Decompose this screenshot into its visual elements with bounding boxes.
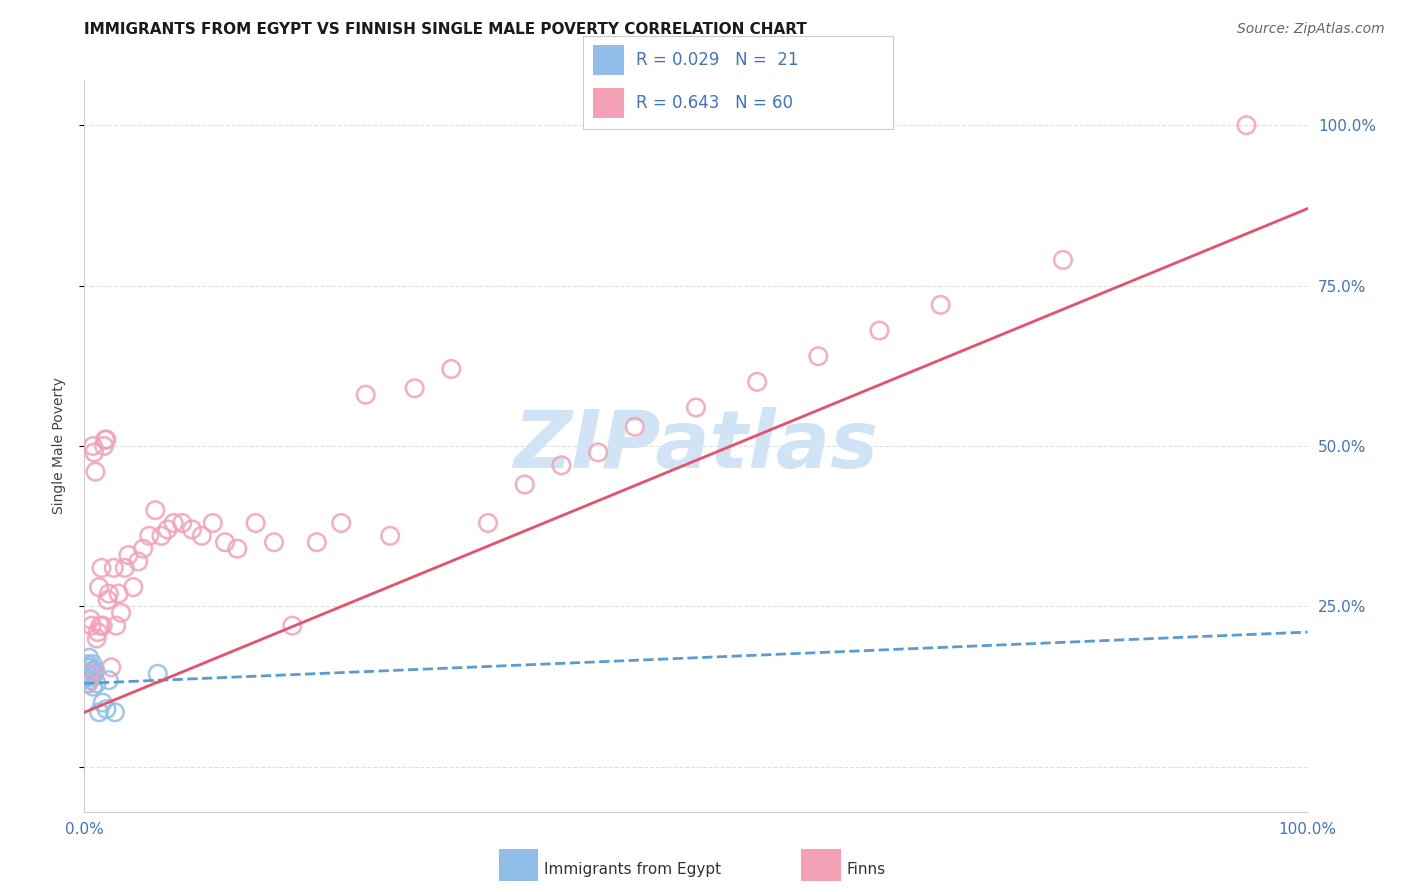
Point [82, 439, 104, 453]
Point [226, 541, 249, 556]
Point [87, 625, 110, 640]
Point [404, 381, 426, 395]
Point [84, 664, 107, 678]
Point [305, 535, 328, 549]
Point [114, 561, 136, 575]
Point [77, 666, 100, 681]
Point [80, 664, 103, 678]
Point [104, 706, 127, 720]
Point [150, 529, 173, 543]
Point [122, 580, 145, 594]
Point [929, 298, 952, 312]
Point [97, 673, 120, 688]
Point [747, 375, 769, 389]
Point [181, 523, 204, 537]
Point [91, 618, 114, 632]
Point [107, 586, 129, 600]
Text: Source: ZipAtlas.com: Source: ZipAtlas.com [1237, 22, 1385, 37]
Y-axis label: Single Male Poverty: Single Male Poverty [52, 377, 66, 515]
Point [91, 696, 114, 710]
Point [513, 477, 536, 491]
Point [96, 433, 118, 447]
Text: IMMIGRANTS FROM EGYPT VS FINNISH SINGLE MALE POVERTY CORRELATION CHART: IMMIGRANTS FROM EGYPT VS FINNISH SINGLE … [84, 22, 807, 37]
Point [263, 535, 285, 549]
Point [163, 516, 186, 530]
Point [156, 523, 179, 537]
Point [79, 612, 101, 626]
Bar [593, 88, 624, 118]
Point [77, 676, 100, 690]
Point [440, 362, 463, 376]
Point [214, 535, 236, 549]
Point [477, 516, 499, 530]
Point [97, 586, 120, 600]
Point [100, 660, 122, 674]
Point [586, 445, 609, 459]
Point [143, 503, 166, 517]
Point [79, 660, 101, 674]
Point [281, 618, 304, 632]
Point [869, 324, 891, 338]
Bar [593, 45, 624, 75]
Point [83, 666, 105, 681]
Point [550, 458, 572, 473]
Point [807, 349, 830, 363]
Point [76, 660, 98, 674]
Point [80, 618, 103, 632]
Point [96, 702, 118, 716]
Point [103, 561, 125, 575]
Text: Immigrants from Egypt: Immigrants from Egypt [544, 863, 721, 877]
Point [77, 666, 100, 681]
Point [87, 706, 110, 720]
Point [82, 657, 104, 672]
Text: R = 0.643   N = 60: R = 0.643 N = 60 [636, 95, 793, 112]
Point [97, 593, 120, 607]
Point [86, 632, 108, 646]
Point [75, 670, 97, 684]
Point [354, 387, 377, 401]
Point [93, 439, 115, 453]
Point [380, 529, 402, 543]
Point [87, 580, 110, 594]
Point [191, 529, 214, 543]
Point [110, 606, 132, 620]
Point [82, 680, 104, 694]
Point [77, 650, 100, 665]
Text: R = 0.029   N =  21: R = 0.029 N = 21 [636, 51, 799, 69]
Point [245, 516, 267, 530]
Point [330, 516, 353, 530]
Point [89, 618, 111, 632]
Point [86, 676, 108, 690]
Text: ZIPatlas: ZIPatlas [513, 407, 879, 485]
Point [201, 516, 224, 530]
Point [132, 541, 155, 556]
Point [84, 465, 107, 479]
Point [77, 676, 100, 690]
Text: Finns: Finns [846, 863, 886, 877]
Point [138, 529, 160, 543]
Point [77, 657, 100, 672]
Point [79, 673, 101, 688]
Point [105, 618, 128, 632]
Point [1052, 252, 1074, 267]
Point [1236, 118, 1258, 132]
Point [685, 401, 707, 415]
Point [90, 561, 112, 575]
Point [80, 670, 103, 684]
Point [127, 554, 149, 568]
Point [624, 419, 647, 434]
Point [117, 548, 139, 562]
Point [172, 516, 194, 530]
Point [94, 433, 117, 447]
Point [146, 666, 169, 681]
Point [83, 445, 105, 459]
